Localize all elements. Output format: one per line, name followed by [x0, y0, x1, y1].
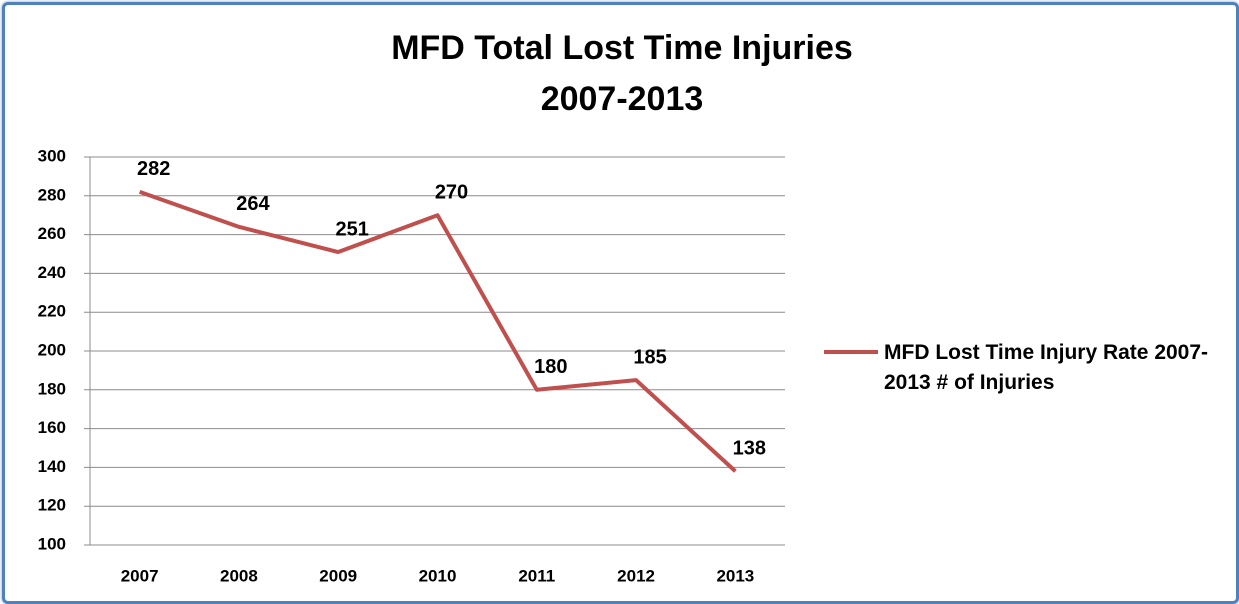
y-tick-label: 180 — [38, 379, 66, 398]
x-tick-label: 2008 — [220, 566, 258, 585]
y-tick-label: 160 — [38, 418, 66, 437]
y-tick-label: 280 — [38, 185, 66, 204]
data-label: 138 — [733, 438, 766, 460]
x-tick-label: 2012 — [617, 566, 655, 585]
x-tick-label: 2007 — [121, 566, 159, 585]
data-label: 185 — [633, 346, 666, 368]
series-line — [138, 190, 737, 473]
x-tick-label: 2009 — [319, 566, 357, 585]
chart-title: MFD Total Lost Time Injuries — [391, 29, 853, 67]
y-tick-label: 200 — [38, 340, 66, 359]
y-tick-label: 260 — [38, 224, 66, 243]
data-label: 264 — [236, 193, 270, 215]
data-label: 270 — [435, 181, 468, 203]
data-label: 282 — [137, 158, 170, 180]
x-tick-label: 2010 — [419, 566, 457, 585]
y-tick-label: 120 — [38, 496, 66, 515]
x-tick-label: 2013 — [716, 566, 754, 585]
legend-label: MFD Lost Time Injury Rate 2007-2013 # of… — [884, 341, 1209, 394]
y-tick-label: 220 — [38, 302, 66, 321]
x-tick-label: 2011 — [518, 566, 555, 585]
data-label: 251 — [336, 218, 369, 240]
y-tick-label: 300 — [38, 146, 66, 165]
y-tick-label: 100 — [38, 534, 66, 553]
y-tick-label: 140 — [38, 457, 66, 476]
data-label: 180 — [534, 356, 567, 378]
y-tick-label: 240 — [38, 263, 66, 282]
chart-title: 2007-2013 — [541, 80, 704, 118]
